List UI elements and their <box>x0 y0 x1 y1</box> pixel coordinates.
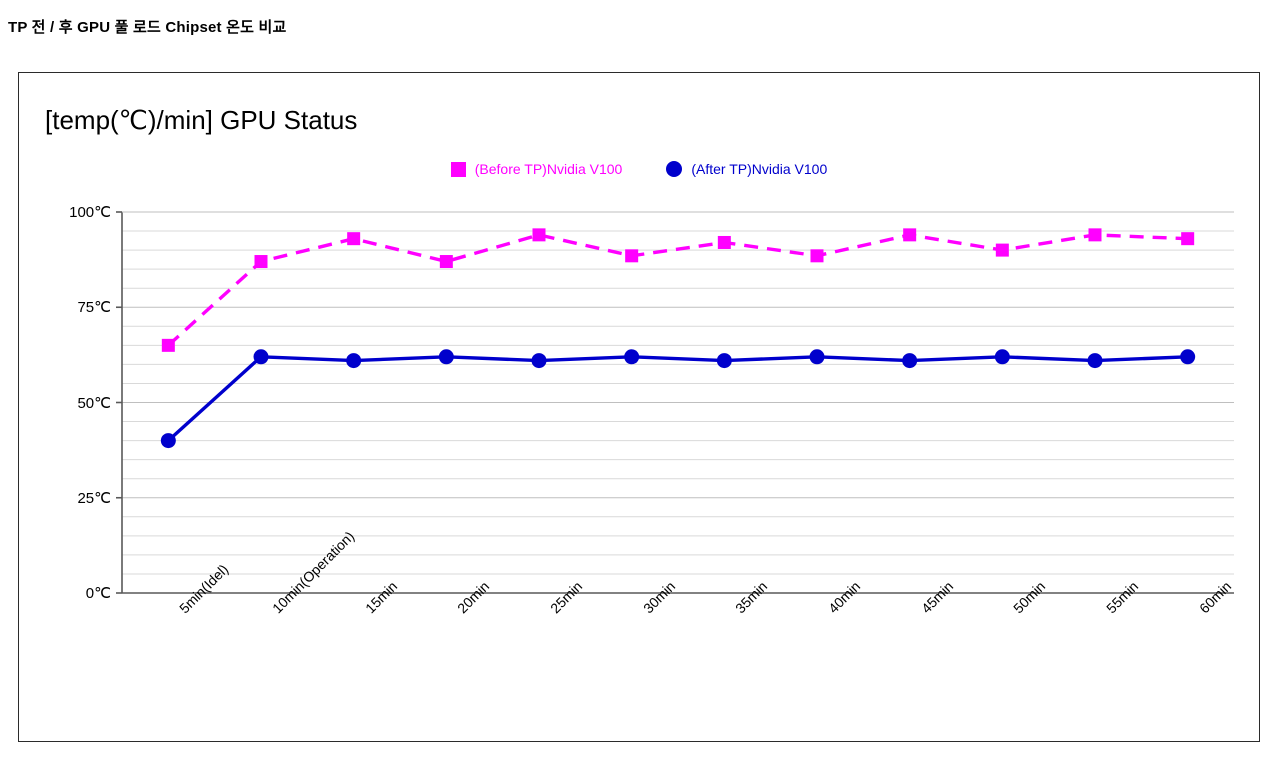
series-line-1 <box>167 233 1188 347</box>
plot-area: 0℃ 25℃ 50℃ 75℃ 100℃ 5min(Idel) 10min(Operatio… <box>19 73 1261 743</box>
chart-container: [temp(℃)/min] GPU Status (Before TP)Nvid… <box>18 72 1260 742</box>
page-title: TP 전 / 후 GPU 풀 로드 Chipset 온도 비교 <box>8 19 287 36</box>
data-point-marker[interactable] <box>716 353 732 369</box>
legend-item-before-tp[interactable]: (Before TP)Nvidia V100 <box>450 161 623 177</box>
data-point-marker[interactable] <box>532 228 546 242</box>
y-axis-tick-label: 75℃ <box>77 299 111 317</box>
series-line-2 <box>167 355 1188 442</box>
data-point-marker[interactable] <box>625 249 639 263</box>
data-point-marker[interactable] <box>1180 349 1196 365</box>
chart-title: [temp(℃)/min] GPU Status <box>45 105 358 135</box>
data-point-marker[interactable] <box>347 232 361 246</box>
data-point-marker[interactable] <box>810 249 824 263</box>
data-point-marker[interactable] <box>903 228 917 242</box>
data-point-marker[interactable] <box>1087 353 1103 369</box>
y-axis-tick-label: 25℃ <box>77 489 111 507</box>
y-axis-tick-label: 50℃ <box>77 394 111 412</box>
data-point-marker[interactable] <box>1088 228 1102 242</box>
y-axis-tick-label: 100℃ <box>69 204 111 221</box>
data-point-marker[interactable] <box>254 255 268 269</box>
chart-svg <box>116 211 1234 594</box>
legend-item-after-tp[interactable]: (After TP)Nvidia V100 <box>666 161 827 177</box>
data-point-marker[interactable] <box>624 349 640 365</box>
data-point-marker[interactable] <box>1181 232 1195 246</box>
data-point-marker[interactable] <box>994 349 1010 365</box>
data-point-marker[interactable] <box>531 353 547 369</box>
legend-label-after-tp: (After TP)Nvidia V100 <box>691 161 828 177</box>
data-point-marker[interactable] <box>161 338 175 352</box>
data-point-marker[interactable] <box>253 349 269 365</box>
data-point-marker[interactable] <box>438 349 454 365</box>
data-point-marker[interactable] <box>346 353 362 369</box>
y-axis-tick-label: 0℃ <box>85 585 111 602</box>
data-point-marker[interactable] <box>809 349 825 365</box>
legend-square-marker-icon <box>450 161 466 177</box>
legend-circle-marker-icon <box>666 161 683 177</box>
legend-label-before-tp: (Before TP)Nvidia V100 <box>474 161 623 177</box>
data-point-marker[interactable] <box>439 255 453 269</box>
data-point-marker[interactable] <box>995 243 1009 257</box>
data-point-marker[interactable] <box>902 353 918 369</box>
data-point-marker[interactable] <box>160 433 176 449</box>
chart-legend: (Before TP)Nvidia V100 (After TP)Nvidia … <box>19 161 1259 177</box>
data-point-marker[interactable] <box>717 235 731 249</box>
